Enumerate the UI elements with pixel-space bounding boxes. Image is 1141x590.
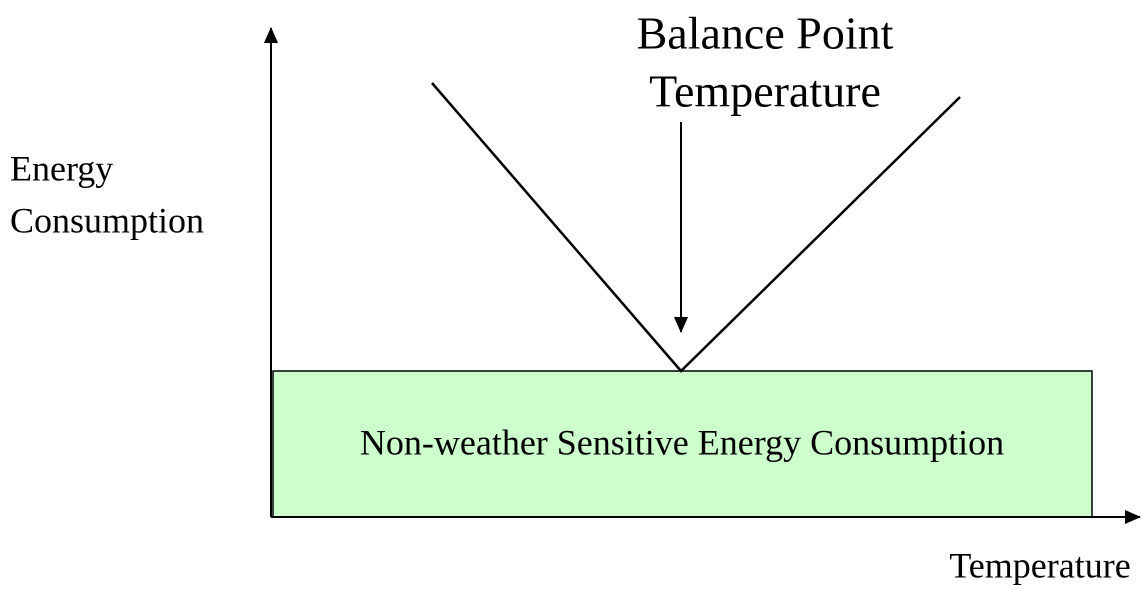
base-load-box: [272, 370, 1093, 518]
annotation-line: Temperature: [649, 66, 881, 117]
base-box-label: Non-weather Sensitive Energy Consumption: [360, 422, 1004, 462]
y-axis-label: Consumption: [10, 200, 204, 240]
annotation-line: Balance Point: [637, 8, 894, 59]
v-curve: [431, 82, 961, 373]
y-axis-label: Energy: [10, 148, 113, 188]
x-axis-label: Temperature: [949, 545, 1130, 585]
